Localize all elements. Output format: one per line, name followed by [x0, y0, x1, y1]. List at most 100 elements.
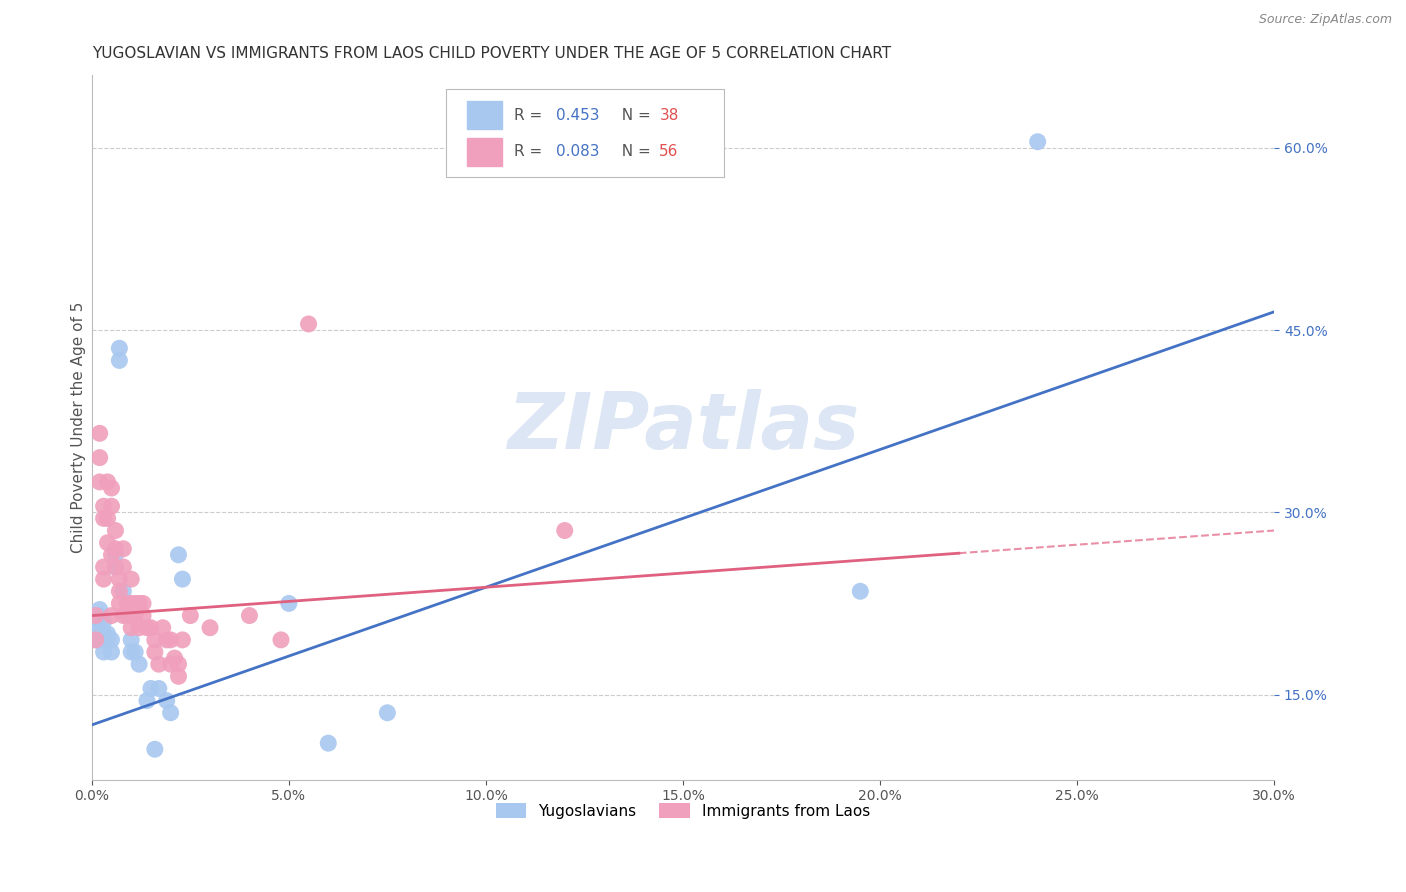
Bar [467, 101, 502, 129]
Point [172, 632, 194, 647]
Point [136, 693, 159, 707]
Point [97, 475, 120, 489]
Point [84, 632, 107, 647]
Point [120, 596, 142, 610]
Point [104, 560, 127, 574]
Point [554, 524, 576, 538]
Point [143, 632, 166, 647]
Point [128, 657, 150, 672]
Point [143, 645, 166, 659]
Point [117, 596, 139, 610]
Point [159, 632, 181, 647]
Text: Source: ZipAtlas.com: Source: ZipAtlas.com [1258, 13, 1392, 27]
Bar [467, 137, 502, 166]
Point [100, 500, 122, 514]
Point [270, 632, 292, 647]
Point [120, 572, 142, 586]
Point [108, 341, 131, 355]
Point [104, 560, 127, 574]
Point [238, 608, 260, 623]
Point [124, 645, 146, 659]
Point [120, 632, 142, 647]
Text: ZIPatlas: ZIPatlas [506, 389, 859, 466]
Point [97, 535, 120, 549]
Point [117, 608, 139, 623]
Legend: Yugoslavians, Immigrants from Laos: Yugoslavians, Immigrants from Laos [489, 797, 876, 825]
Point [167, 657, 190, 672]
Point [93, 627, 115, 641]
Point [132, 596, 155, 610]
Point [97, 632, 120, 647]
Point [112, 560, 135, 574]
Point [89, 450, 111, 465]
Point [179, 608, 201, 623]
Point [112, 584, 135, 599]
Point [112, 541, 135, 556]
Point [124, 608, 146, 623]
Text: N =: N = [612, 145, 655, 159]
Point [100, 645, 122, 659]
Point [97, 627, 120, 641]
Text: 56: 56 [659, 145, 679, 159]
Point [89, 621, 111, 635]
Point [84, 621, 107, 635]
Point [128, 621, 150, 635]
Point [108, 596, 131, 610]
Point [277, 596, 299, 610]
Point [104, 541, 127, 556]
Point [136, 621, 159, 635]
Point [89, 602, 111, 616]
Point [120, 645, 142, 659]
Text: R =: R = [513, 108, 547, 123]
Point [100, 548, 122, 562]
Point [93, 572, 115, 586]
Point [104, 524, 127, 538]
Point [89, 475, 111, 489]
Y-axis label: Child Poverty Under the Age of 5: Child Poverty Under the Age of 5 [72, 301, 86, 553]
Point [89, 426, 111, 441]
Point [159, 657, 181, 672]
Point [100, 608, 122, 623]
Point [108, 584, 131, 599]
Point [198, 621, 221, 635]
Point [117, 608, 139, 623]
Point [89, 632, 111, 647]
Point [377, 706, 399, 720]
Point [93, 632, 115, 647]
Point [104, 548, 127, 562]
Point [100, 632, 122, 647]
Point [849, 584, 872, 599]
Point [84, 608, 107, 623]
Point [163, 651, 186, 665]
Point [1026, 135, 1049, 149]
Point [156, 693, 179, 707]
Point [120, 621, 142, 635]
Point [167, 669, 190, 683]
Point [172, 572, 194, 586]
Text: 38: 38 [659, 108, 679, 123]
Point [156, 632, 179, 647]
Point [132, 608, 155, 623]
Point [152, 621, 174, 635]
FancyBboxPatch shape [447, 89, 724, 178]
Point [108, 353, 131, 368]
Text: 0.083: 0.083 [557, 145, 600, 159]
Text: N =: N = [612, 108, 655, 123]
Point [148, 681, 170, 696]
Point [84, 632, 107, 647]
Point [93, 500, 115, 514]
Text: 0.453: 0.453 [557, 108, 600, 123]
Point [100, 481, 122, 495]
Point [139, 681, 162, 696]
Point [148, 657, 170, 672]
Point [89, 608, 111, 623]
Point [128, 596, 150, 610]
Text: YUGOSLAVIAN VS IMMIGRANTS FROM LAOS CHILD POVERTY UNDER THE AGE OF 5 CORRELATION: YUGOSLAVIAN VS IMMIGRANTS FROM LAOS CHIL… [91, 46, 891, 62]
Point [84, 608, 107, 623]
Point [97, 511, 120, 525]
Point [108, 572, 131, 586]
Point [93, 560, 115, 574]
Point [120, 608, 142, 623]
Point [316, 736, 339, 750]
Point [124, 596, 146, 610]
